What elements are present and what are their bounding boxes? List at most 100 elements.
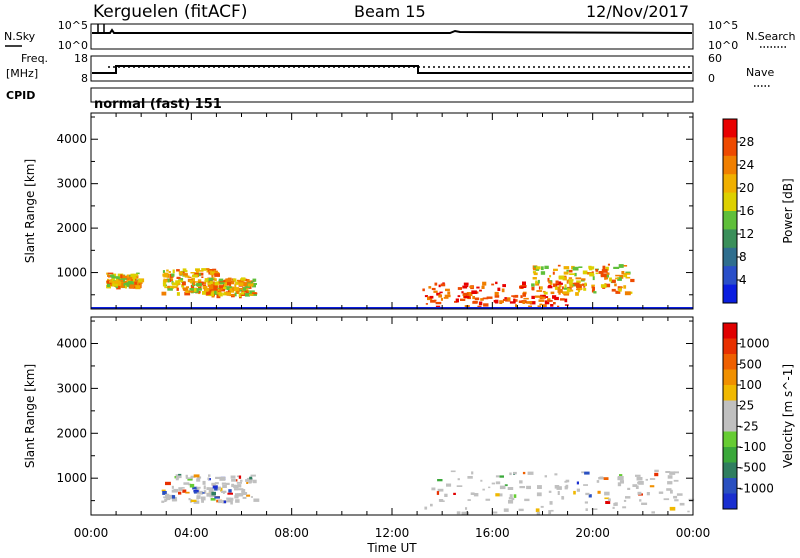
power-echo-pixel bbox=[134, 281, 138, 285]
power-echo-pixel bbox=[550, 304, 554, 307]
time-tick-label: 00:00 bbox=[74, 526, 109, 540]
power-echo-pixel bbox=[223, 286, 227, 289]
power-echo-pixel bbox=[431, 287, 436, 291]
power-echo-pixel bbox=[509, 301, 516, 304]
power-echo-pixel bbox=[219, 280, 225, 284]
velocity-echo-pixel bbox=[488, 486, 491, 489]
velocity-echo-pixel bbox=[249, 480, 252, 484]
power-echo-pixel bbox=[225, 286, 229, 290]
power-echo-pixel bbox=[117, 281, 122, 286]
power-echo-pixel bbox=[211, 274, 214, 278]
power-echo-pixel bbox=[523, 297, 529, 300]
velocity-echo-pixel bbox=[673, 495, 678, 499]
power-echo-pixel bbox=[566, 269, 569, 272]
power-echo-pixel bbox=[564, 304, 569, 306]
power-echo-pixel bbox=[455, 298, 459, 303]
velocity-echo-pixel bbox=[519, 486, 525, 489]
power-echo-pixel bbox=[133, 273, 138, 277]
power-echo-pixel bbox=[191, 278, 195, 281]
power-echo-pixel bbox=[434, 282, 438, 286]
velocity-echo-pixel bbox=[208, 489, 214, 493]
power-colorbar-tick-label: 16 bbox=[739, 204, 754, 218]
power-echo-pixel bbox=[572, 266, 579, 271]
power-echo-pixel bbox=[220, 288, 223, 291]
power-echo-pixel bbox=[125, 285, 128, 289]
power-echo-pixel bbox=[224, 282, 227, 286]
velocity-echo-pixel bbox=[522, 471, 526, 475]
velocity-colorbar-tick-label: -1000 bbox=[739, 481, 774, 495]
nsearch-tick-bottom: 10^0 bbox=[708, 39, 738, 52]
velocity-echo-pixel bbox=[212, 485, 218, 489]
power-echo-pixel bbox=[463, 292, 469, 296]
power-echo-pixel bbox=[127, 277, 130, 281]
power-echo-pixel bbox=[539, 303, 543, 306]
power-y-tick-label: 2000 bbox=[56, 221, 87, 235]
power-echo-pixel bbox=[479, 289, 482, 292]
velocity-echo-pixel bbox=[550, 509, 554, 512]
power-echo-pixel bbox=[119, 281, 124, 284]
power-echo-pixel bbox=[556, 286, 561, 290]
power-echo-pixel bbox=[539, 296, 546, 299]
velocity-echo-pixel bbox=[183, 482, 190, 485]
power-echo-pixel bbox=[457, 287, 462, 290]
power-echo-pixel bbox=[116, 285, 121, 290]
power-echo-pixel bbox=[196, 269, 199, 273]
power-echo-pixel bbox=[242, 282, 248, 286]
power-colorbar-cell bbox=[723, 174, 737, 194]
velocity-echo-pixel bbox=[430, 503, 433, 507]
velocity-echo-pixel bbox=[467, 476, 473, 479]
power-echo-pixel bbox=[564, 298, 568, 303]
power-echo-pixel bbox=[128, 276, 132, 281]
power-echo-pixel bbox=[623, 265, 628, 267]
velocity-echo-pixel bbox=[508, 499, 514, 504]
nsearch-label: N.Search bbox=[746, 30, 796, 43]
velocity-echo-pixel bbox=[234, 493, 238, 496]
power-echo-pixel bbox=[511, 295, 514, 297]
velocity-echo-pixel bbox=[508, 497, 513, 500]
power-echo-pixel bbox=[606, 272, 610, 275]
power-echo-pixel bbox=[180, 278, 184, 281]
power-echo-pixel bbox=[504, 297, 507, 301]
power-echo-pixel bbox=[438, 294, 442, 298]
power-echo-pixel bbox=[201, 268, 207, 271]
velocity-echo-pixel bbox=[223, 500, 227, 504]
velocity-echo-pixel bbox=[666, 488, 672, 491]
power-colorbar-label: Power [dB] bbox=[781, 178, 795, 243]
power-colorbar-cell bbox=[723, 155, 737, 175]
velocity-echo-pixel bbox=[230, 475, 236, 479]
velocity-echo-pixel bbox=[604, 493, 607, 495]
velocity-echo-pixel bbox=[665, 471, 671, 473]
power-echo-pixel bbox=[201, 276, 204, 278]
power-echo-pixel bbox=[547, 299, 553, 302]
velocity-echo-pixel bbox=[242, 496, 247, 499]
velocity-echo-pixel bbox=[585, 492, 590, 496]
velocity-echo-pixel bbox=[549, 501, 553, 505]
power-echo-pixel bbox=[447, 291, 451, 295]
power-echo-pixel bbox=[246, 280, 251, 283]
power-echo-pixel bbox=[211, 294, 215, 298]
power-echo-pixel bbox=[216, 288, 220, 291]
velocity-echo-pixel bbox=[507, 487, 514, 490]
power-echo-pixel bbox=[566, 288, 571, 293]
power-echo-pixel bbox=[193, 272, 199, 275]
velocity-echo-pixel bbox=[473, 493, 479, 497]
velocity-echo-pixel bbox=[221, 482, 226, 485]
power-echo-pixel bbox=[542, 290, 546, 293]
freq-tick-top: 18 bbox=[74, 52, 88, 65]
power-echo-pixel bbox=[218, 285, 223, 289]
power-echo-pixel bbox=[592, 286, 595, 291]
power-echo-pixel bbox=[233, 287, 240, 291]
velocity-echo-pixel bbox=[187, 478, 193, 481]
velocity-echo-pixel bbox=[491, 482, 495, 485]
power-echo-pixel bbox=[113, 281, 117, 283]
velocity-echo-pixel bbox=[207, 487, 213, 490]
velocity-y-axis-label: Slant Range [km] bbox=[23, 364, 37, 468]
velocity-echo-pixel bbox=[222, 484, 227, 488]
velocity-echo-pixel bbox=[234, 484, 239, 489]
power-echo-pixel bbox=[583, 286, 586, 288]
power-echo-pixel bbox=[214, 290, 217, 295]
power-echo-pixel bbox=[126, 275, 129, 278]
velocity-echo-pixel bbox=[604, 491, 610, 496]
power-echo-pixel bbox=[166, 269, 169, 272]
power-echo-pixel bbox=[592, 276, 595, 281]
